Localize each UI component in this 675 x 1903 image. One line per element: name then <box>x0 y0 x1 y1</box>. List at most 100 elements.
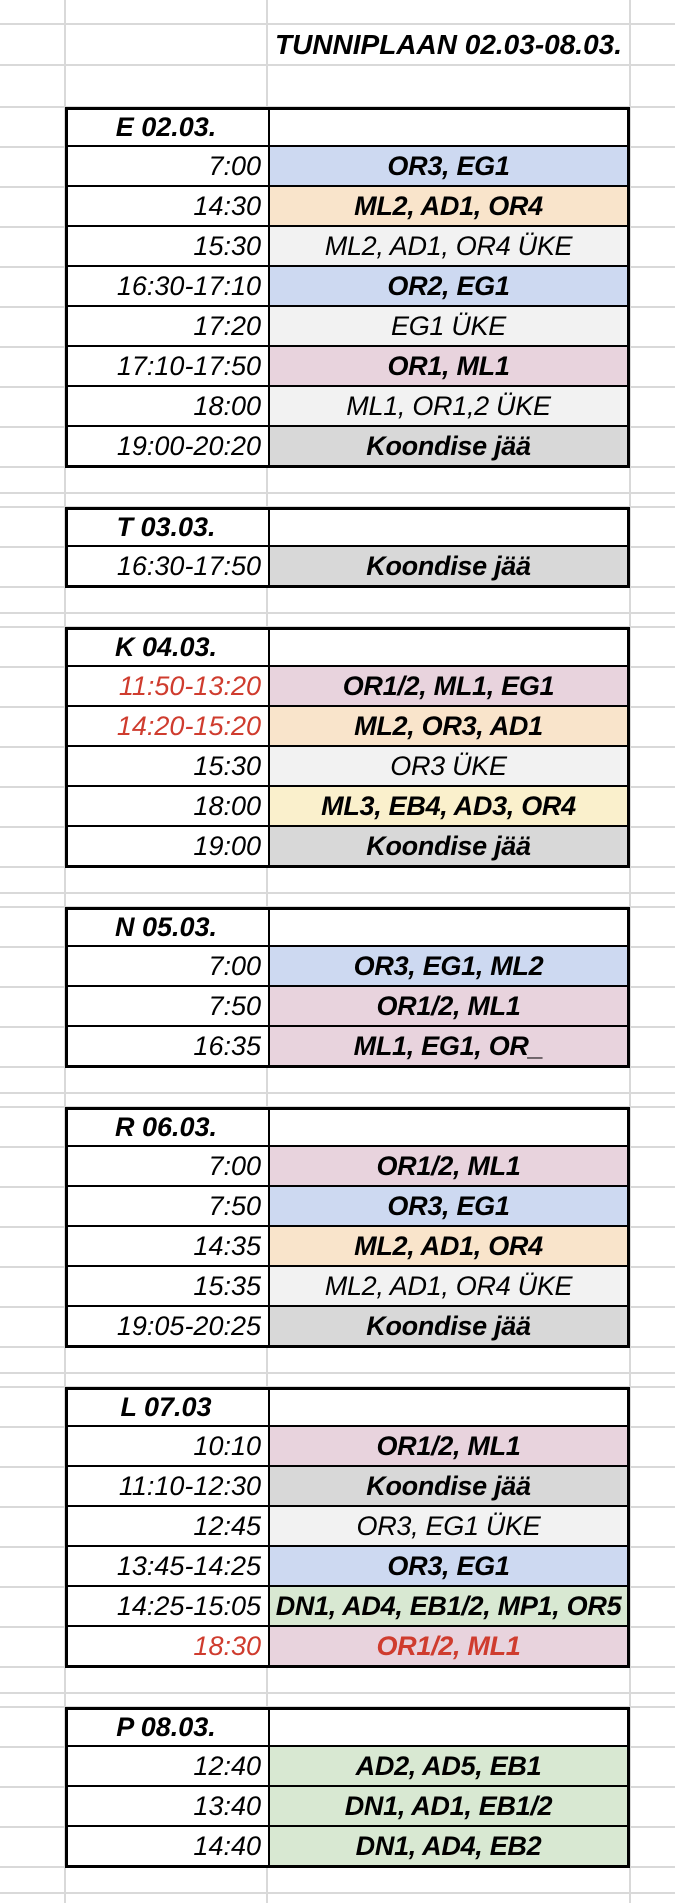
time-cell[interactable]: 15:35 <box>68 1267 270 1305</box>
activity-cell[interactable]: OR1/2, ML1 <box>270 987 627 1025</box>
time-cell[interactable]: 10:10 <box>68 1427 270 1465</box>
time-cell[interactable]: 14:35 <box>68 1227 270 1265</box>
time-cell[interactable]: 15:30 <box>68 747 270 785</box>
activity-cell[interactable]: DN1, AD4, EB2 <box>270 1827 627 1865</box>
day-header-cell[interactable]: L 07.03 <box>68 1390 270 1425</box>
activity-cell[interactable]: Koondise jää <box>270 1307 627 1345</box>
schedule-row: 14:40 DN1, AD4, EB2 <box>68 1825 627 1865</box>
time-cell[interactable]: 13:45-14:25 <box>68 1547 270 1585</box>
time-cell[interactable]: 19:00 <box>68 827 270 865</box>
schedule-row: 17:10-17:50 OR1, ML1 <box>68 345 627 385</box>
schedule-row: 7:50 OR3, EG1 <box>68 1185 627 1225</box>
sheet-gridline-horizontal <box>0 1892 675 1894</box>
activity-cell[interactable]: ML2, OR3, AD1 <box>270 707 627 745</box>
day-header-empty-cell[interactable] <box>270 910 627 945</box>
activity-cell[interactable]: OR3, EG1, ML2 <box>270 947 627 985</box>
day-header-cell[interactable]: P 08.03. <box>68 1710 270 1745</box>
activity-cell[interactable]: ML2, AD1, OR4 <box>270 187 627 225</box>
time-cell[interactable]: 17:10-17:50 <box>68 347 270 385</box>
day-header-row: E 02.03. <box>68 110 627 145</box>
time-cell[interactable]: 7:00 <box>68 147 270 185</box>
day-header-cell[interactable]: K 04.03. <box>68 630 270 665</box>
time-cell[interactable]: 11:10-12:30 <box>68 1467 270 1505</box>
day-header-row: L 07.03 <box>68 1390 627 1425</box>
time-cell[interactable]: 19:00-20:20 <box>68 427 270 465</box>
time-cell[interactable]: 11:50-13:20 <box>68 667 270 705</box>
schedule-row: 10:10 OR1/2, ML1 <box>68 1425 627 1465</box>
activity-cell[interactable]: OR3, EG1 <box>270 1547 627 1585</box>
time-cell[interactable]: 18:00 <box>68 787 270 825</box>
activity-cell[interactable]: Koondise jää <box>270 547 627 585</box>
day-table-k-04-03: K 04.03. 11:50-13:20 OR1/2, ML1, EG1 14:20-… <box>65 627 630 868</box>
time-cell[interactable]: 19:05-20:25 <box>68 1307 270 1345</box>
day-header-row: T 03.03. <box>68 510 627 545</box>
activity-cell[interactable]: ML2, AD1, OR4 <box>270 1227 627 1265</box>
time-cell[interactable]: 13:40 <box>68 1787 270 1825</box>
time-cell[interactable]: 7:00 <box>68 1147 270 1185</box>
time-cell[interactable]: 18:30 <box>68 1627 270 1665</box>
sheet-gridline-horizontal <box>0 1092 675 1094</box>
activity-cell[interactable]: DN1, AD4, EB1/2, MP1, OR5 <box>270 1587 627 1625</box>
activity-cell[interactable]: ML2, AD1, OR4 ÜKE <box>270 227 627 265</box>
time-cell[interactable]: 18:00 <box>68 387 270 425</box>
time-cell[interactable]: 14:40 <box>68 1827 270 1865</box>
day-header-empty-cell[interactable] <box>270 110 627 145</box>
day-header-cell[interactable]: N 05.03. <box>68 910 270 945</box>
activity-cell[interactable]: ML3, EB4, AD3, OR4 <box>270 787 627 825</box>
time-cell[interactable]: 17:20 <box>68 307 270 345</box>
activity-cell[interactable]: OR3, EG1 <box>270 147 627 185</box>
day-header-empty-cell[interactable] <box>270 1110 627 1145</box>
schedule-row: 7:00 OR3, EG1 <box>68 145 627 185</box>
activity-cell[interactable]: OR1/2, ML1, EG1 <box>270 667 627 705</box>
time-cell[interactable]: 14:25-15:05 <box>68 1587 270 1625</box>
activity-cell[interactable]: OR3 ÜKE <box>270 747 627 785</box>
activity-cell[interactable]: AD2, AD5, EB1 <box>270 1747 627 1785</box>
activity-cell[interactable]: OR3, EG1 <box>270 1187 627 1225</box>
schedule-row: 19:00-20:20 Koondise jää <box>68 425 627 465</box>
day-header-empty-cell[interactable] <box>270 630 627 665</box>
activity-cell[interactable]: OR1/2, ML1 <box>270 1427 627 1465</box>
time-cell[interactable]: 15:30 <box>68 227 270 265</box>
schedule-row: 14:35 ML2, AD1, OR4 <box>68 1225 627 1265</box>
activity-cell[interactable]: OR1/2, ML1 <box>270 1627 627 1665</box>
time-cell[interactable]: 16:30-17:50 <box>68 547 270 585</box>
time-cell[interactable]: 12:45 <box>68 1507 270 1545</box>
day-header-empty-cell[interactable] <box>270 510 627 545</box>
day-header-empty-cell[interactable] <box>270 1390 627 1425</box>
day-header-cell[interactable]: R 06.03. <box>68 1110 270 1145</box>
time-cell[interactable]: 12:40 <box>68 1747 270 1785</box>
time-cell[interactable]: 7:50 <box>68 1187 270 1225</box>
time-cell[interactable]: 14:20-15:20 <box>68 707 270 745</box>
activity-cell[interactable]: OR3, EG1 ÜKE <box>270 1507 627 1545</box>
time-cell[interactable]: 16:35 <box>68 1027 270 1065</box>
activity-cell[interactable]: ML2, AD1, OR4 ÜKE <box>270 1267 627 1305</box>
sheet-gridline-horizontal <box>0 64 675 66</box>
schedule-row: 19:05-20:25 Koondise jää <box>68 1305 627 1345</box>
schedule-title-cell[interactable]: TUNNIPLAAN 02.03-08.03. <box>274 28 622 60</box>
activity-cell[interactable]: Koondise jää <box>270 1467 627 1505</box>
schedule-row: 12:40 AD2, AD5, EB1 <box>68 1745 627 1785</box>
activity-cell[interactable]: OR1/2, ML1 <box>270 1147 627 1185</box>
schedule-row: 18:00 ML1, OR1,2 ÜKE <box>68 385 627 425</box>
activity-cell[interactable]: ML1, EG1, OR_ <box>270 1027 627 1065</box>
activity-cell[interactable]: Koondise jää <box>270 427 627 465</box>
activity-cell[interactable]: DN1, AD1, EB1/2 <box>270 1787 627 1825</box>
time-cell[interactable]: 7:00 <box>68 947 270 985</box>
schedule-row: 13:40 DN1, AD1, EB1/2 <box>68 1785 627 1825</box>
sheet-gridline-horizontal <box>0 892 675 894</box>
activity-cell[interactable]: EG1 ÜKE <box>270 307 627 345</box>
activity-cell[interactable]: OR1, ML1 <box>270 347 627 385</box>
time-cell[interactable]: 16:30-17:10 <box>68 267 270 305</box>
time-cell[interactable]: 14:30 <box>68 187 270 225</box>
day-header-cell[interactable]: E 02.03. <box>68 110 270 145</box>
activity-cell[interactable]: ML1, OR1,2 ÜKE <box>270 387 627 425</box>
sheet-gridline-vertical <box>629 0 631 1903</box>
day-header-empty-cell[interactable] <box>270 1710 627 1745</box>
activity-cell[interactable]: Koondise jää <box>270 827 627 865</box>
time-cell[interactable]: 7:50 <box>68 987 270 1025</box>
day-table-p-08-03: P 08.03. 12:40 AD2, AD5, EB1 13:40 DN1, AD1,… <box>65 1707 630 1868</box>
activity-cell[interactable]: OR2, EG1 <box>270 267 627 305</box>
sheet-gridline-horizontal <box>0 492 675 494</box>
schedule-row: 18:00 ML3, EB4, AD3, OR4 <box>68 785 627 825</box>
day-header-cell[interactable]: T 03.03. <box>68 510 270 545</box>
